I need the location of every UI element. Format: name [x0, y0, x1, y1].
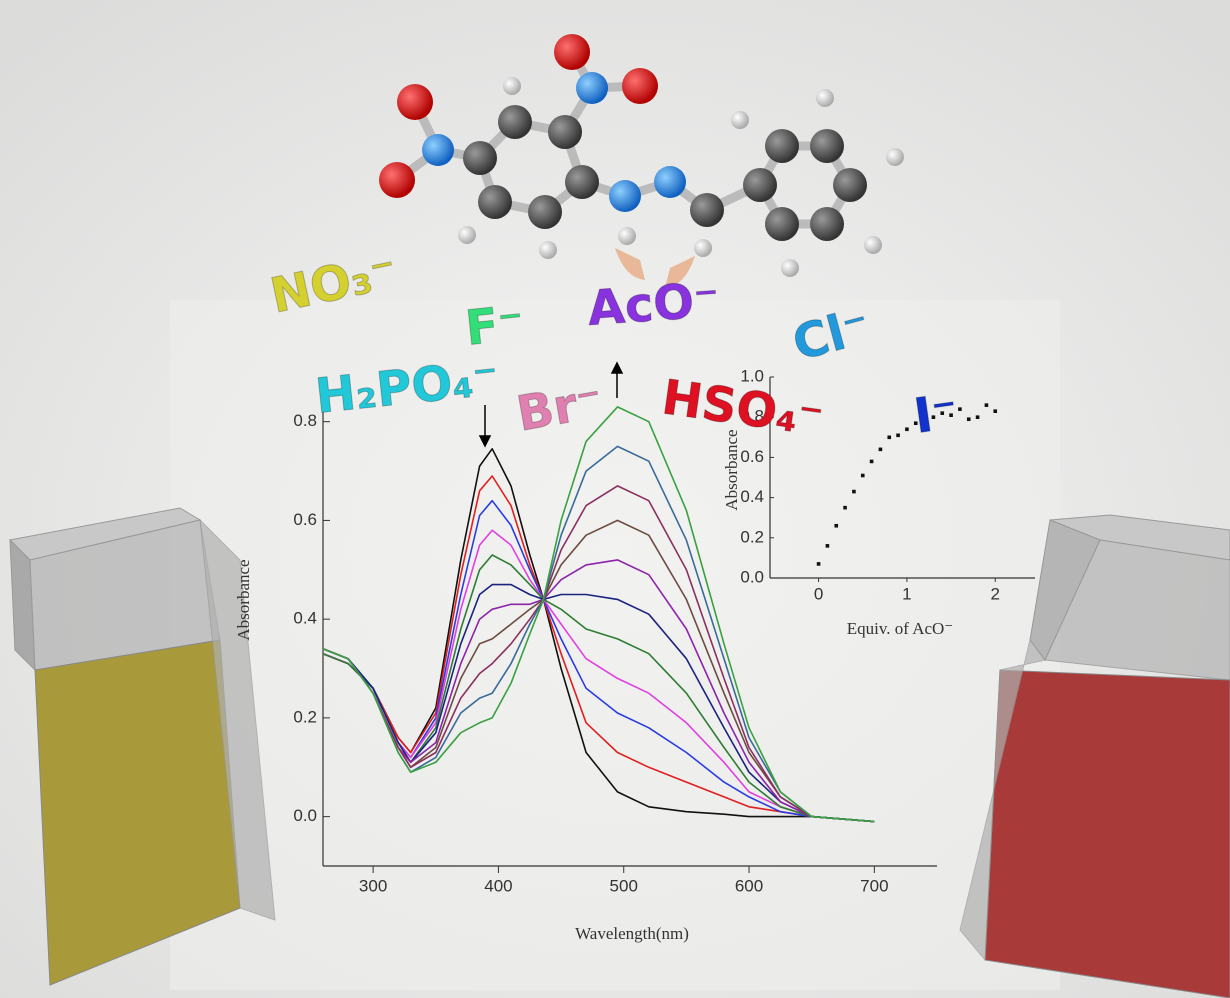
data-point — [975, 415, 980, 419]
x-tick-label: 400 — [484, 876, 512, 895]
spectrum-line — [322, 485, 875, 823]
data-point — [816, 562, 821, 566]
x-tick-label: 700 — [860, 876, 888, 895]
molecule — [379, 34, 904, 288]
charts: 0.0 0.2 0.4 0.6 0.8 300 400 500 600 700 Wavelength… — [234, 366, 1035, 943]
data-point — [949, 413, 953, 417]
data-point — [843, 505, 847, 510]
data-point — [869, 459, 874, 464]
spectrum-line — [322, 559, 875, 823]
data-point — [922, 417, 927, 422]
data-point — [993, 409, 998, 413]
x-tick-label: 0 — [814, 584, 823, 603]
cuvette-right — [959, 514, 1230, 998]
anion-label: AcO⁻ — [586, 272, 721, 337]
y-tick-label: 0.6 — [740, 447, 764, 466]
y-tick-label: 0.4 — [740, 487, 764, 506]
plot-panel — [170, 300, 1060, 990]
x-tick-label: 2 — [991, 584, 1000, 603]
data-point — [852, 489, 856, 494]
y-axis-title: Absorbance — [722, 429, 741, 510]
data-point — [860, 473, 865, 478]
y-tick-label: 0.2 — [740, 527, 764, 546]
x-tick-label: 300 — [359, 876, 387, 895]
x-tick-label: 1 — [902, 584, 911, 603]
y-tick-label: 1.0 — [740, 366, 764, 385]
data-point — [913, 421, 918, 426]
spectrum-line — [322, 529, 875, 823]
x-axis-title: Equiv. of AcO⁻ — [847, 619, 954, 638]
anion-label: F⁻ — [463, 295, 527, 357]
y-tick-label: 0.4 — [293, 609, 317, 628]
y-tick-label: 0.6 — [293, 510, 317, 529]
data-point — [825, 544, 830, 548]
cuvette-left — [8, 507, 276, 986]
spectrum-line — [322, 583, 875, 823]
data-point — [878, 447, 883, 452]
y-tick-label: 0.8 — [293, 411, 317, 430]
y-tick-label: 0.0 — [293, 806, 317, 825]
y-tick-label: 0.0 — [740, 567, 764, 586]
data-point — [931, 415, 936, 419]
y-axis-title: Absorbance — [234, 559, 253, 640]
x-tick-label: 500 — [610, 876, 638, 895]
data-point — [834, 523, 839, 528]
data-point — [984, 403, 989, 407]
spectrum-line — [322, 475, 875, 823]
data-point — [966, 417, 971, 422]
data-point — [958, 407, 962, 411]
data-point — [896, 433, 900, 438]
data-point — [905, 427, 909, 432]
anion-label: I⁻ — [911, 383, 962, 444]
arrows — [478, 361, 624, 448]
spectrum-line — [322, 406, 875, 823]
y-tick-label: 0.2 — [293, 707, 317, 726]
x-axis-title: Wavelength(nm) — [575, 924, 689, 943]
x-tick-label: 600 — [735, 876, 763, 895]
y-tick-label: 0.8 — [740, 407, 764, 426]
data-point — [887, 435, 892, 440]
data-point — [940, 411, 945, 415]
